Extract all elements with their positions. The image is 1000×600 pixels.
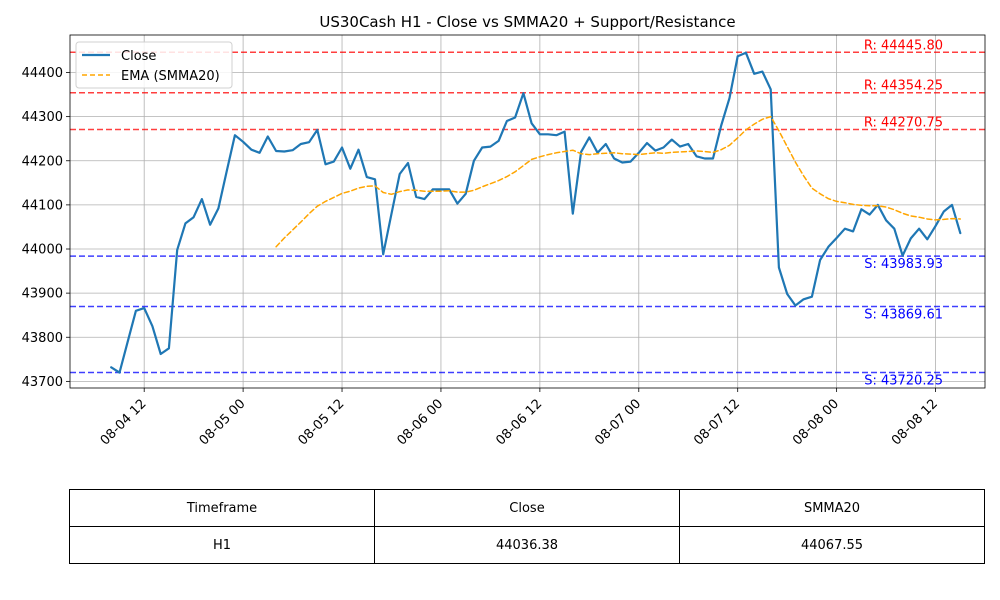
y-tick-label: 44200 [22,154,63,169]
cell-smma20: 44067.55 [679,526,985,564]
table-row: H1 44036.38 44067.55 [69,526,985,564]
support-level-label: S: 43869.61 [864,308,943,323]
x-tick-label: 08-07 12 [691,396,743,448]
resistance-level-label: R: 44354.25 [864,79,943,94]
x-tick-label: 08-07 00 [592,396,644,448]
chart-title: US30Cash H1 - Close vs SMMA20 + Support/… [319,13,735,31]
legend-box [75,41,233,89]
table-header-row: Timeframe Close SMMA20 [69,489,985,527]
plot-frame [69,34,986,389]
y-tick-label: 44100 [22,198,63,213]
y-tick-label: 43900 [22,287,63,302]
resistance-level-label: R: 44270.75 [864,116,943,131]
y-tick-label: 44300 [22,110,63,125]
plot-area [70,35,985,388]
support-level-label: S: 43720.25 [864,373,943,388]
summary-table: Timeframe Close SMMA20 H1 44036.38 44067… [69,489,985,564]
support-level-label: S: 43983.93 [864,257,943,272]
x-tick-label: 08-05 12 [296,396,348,448]
resistance-level-label: R: 44445.80 [864,38,943,53]
header-smma20: SMMA20 [679,489,985,527]
x-tick-label: 08-04 12 [98,396,150,448]
header-timeframe: Timeframe [69,489,375,527]
close-series-line [110,51,962,374]
legend: Close EMA (SMMA20) [75,41,233,89]
y-tick-label: 43700 [22,375,63,390]
x-tick-label: 08-08 00 [790,396,842,448]
y-tick-label: 44000 [22,243,63,258]
cell-close: 44036.38 [374,526,680,564]
legend-smma20-label: EMA (SMMA20) [121,69,220,84]
cell-timeframe: H1 [69,526,375,564]
y-tick-label: 43800 [22,331,63,346]
series-group [110,51,962,374]
x-tick-label: 08-05 00 [197,396,249,448]
x-tick-label: 08-06 00 [394,396,446,448]
smma20-series-line [275,115,962,248]
x-tick-label: 08-08 12 [889,396,941,448]
legend-close-label: Close [121,49,156,64]
header-close: Close [374,489,680,527]
x-tick-label: 08-06 12 [493,396,545,448]
y-tick-label: 44400 [22,66,63,81]
